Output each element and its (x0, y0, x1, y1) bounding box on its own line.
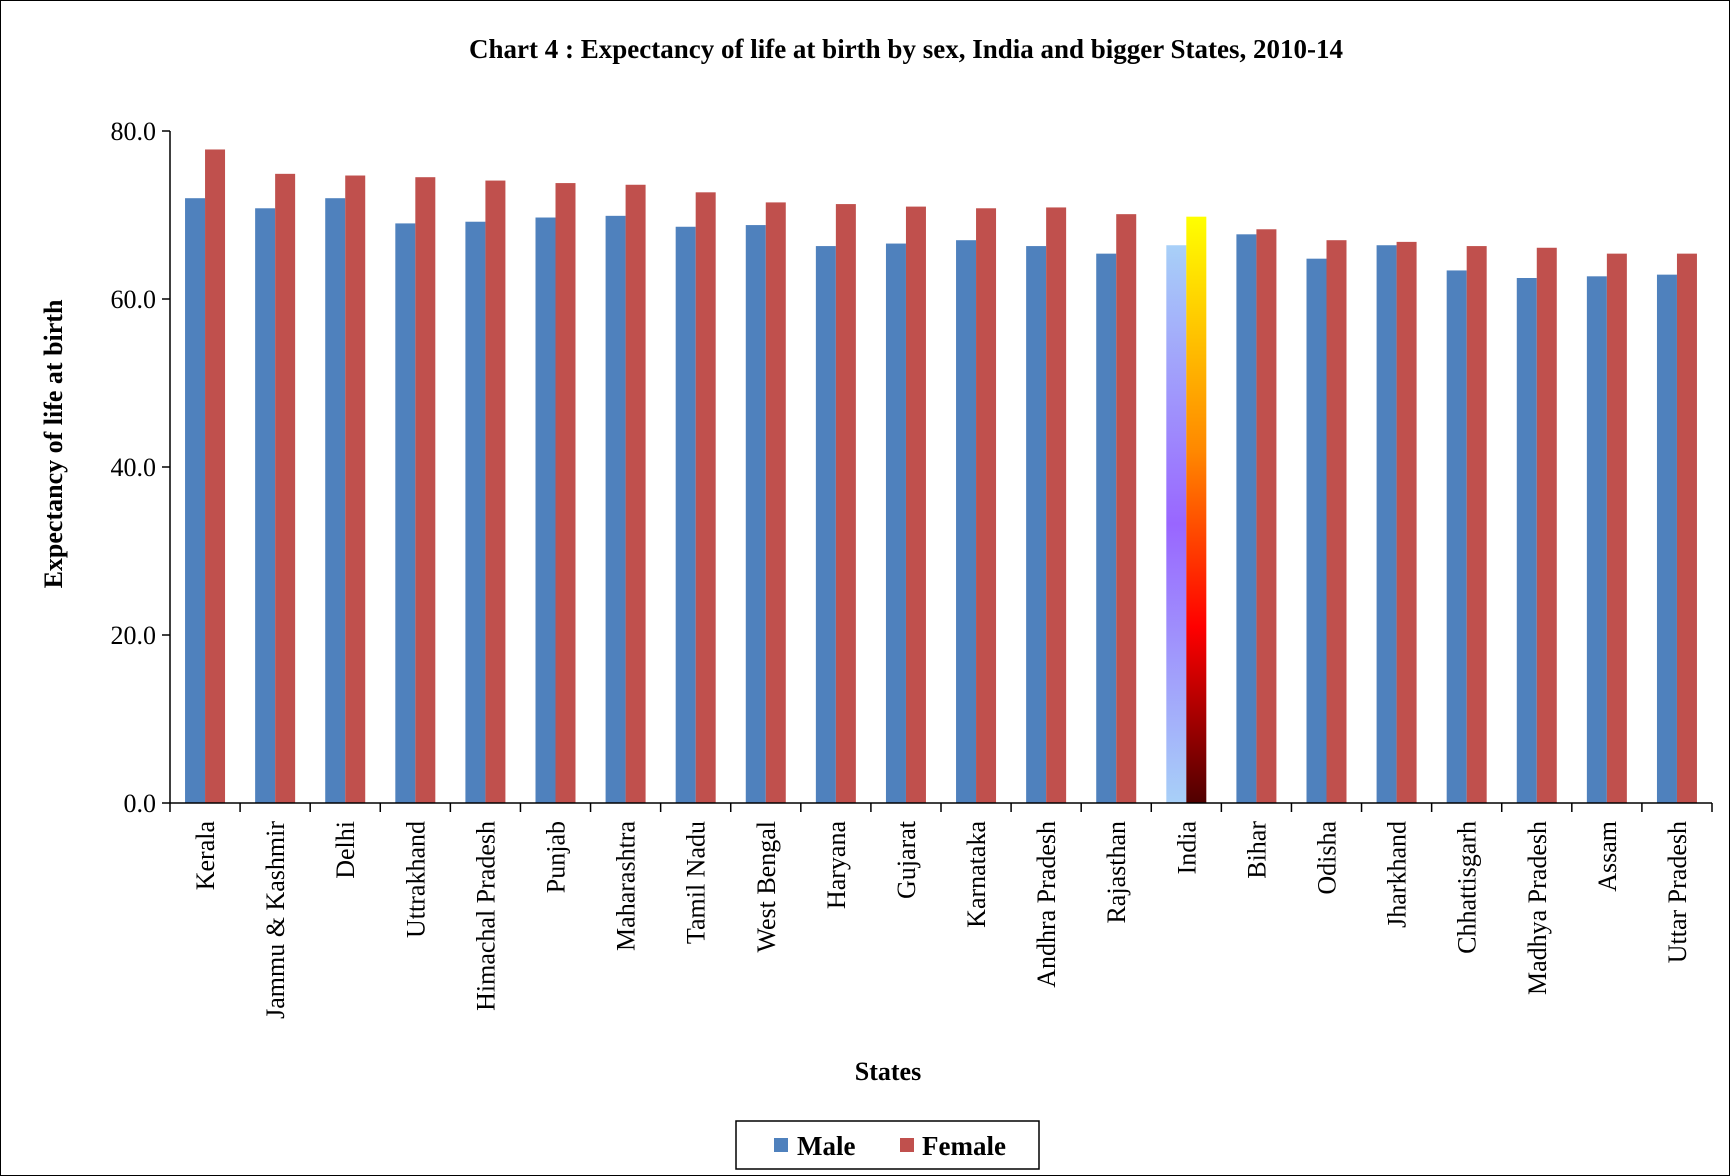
y-ticks-group: 0.0 20.0 40.0 60.0 80.0 (111, 117, 170, 818)
category-label-karnataka: Karnataka (962, 821, 991, 928)
x-ticks-group (169, 803, 1713, 812)
bar-female-chhattisgarh (1466, 246, 1487, 803)
bar-female-rajasthan (1116, 214, 1137, 803)
category-label-andhra-pradesh: Andhra Pradesh (1032, 821, 1061, 988)
category-label-gujarat: Gujarat (892, 820, 921, 899)
bar-male-odisha (1306, 258, 1327, 803)
category-label-maharashtra: Maharashtra (612, 821, 641, 951)
category-label-rajasthan: Rajasthan (1102, 821, 1131, 924)
category-label-odisha: Odisha (1313, 821, 1342, 895)
category-label-india: India (1172, 821, 1201, 875)
y-tick-label: 20.0 (111, 621, 157, 650)
category-label-himachal-pradesh: Himachal Pradesh (471, 821, 500, 1011)
category-label-uttrakhand: Uttrakhand (401, 821, 430, 938)
category-label-jharkhand: Jharkhand (1383, 821, 1412, 928)
bar-male-punjab (535, 217, 556, 803)
bar-female-bihar (1256, 229, 1277, 803)
bar-male-haryana (815, 246, 836, 803)
bar-female-tamil-nadu (695, 192, 716, 803)
bar-female-uttrakhand (415, 177, 436, 803)
bar-female-andhra-pradesh (1046, 207, 1067, 803)
category-label-delhi: Delhi (331, 821, 360, 879)
bar-female-karnataka (976, 208, 997, 803)
category-label-west-bengal: West Bengal (752, 821, 781, 953)
bar-female-haryana (835, 204, 856, 803)
legend-swatch-female (900, 1138, 914, 1152)
category-label-uttar-pradesh: Uttar Pradesh (1663, 821, 1692, 963)
category-label-kerala: Kerala (191, 821, 220, 891)
bar-female-west-bengal (765, 202, 786, 803)
bar-male-assam (1586, 276, 1607, 803)
legend-label-male: Male (797, 1131, 855, 1161)
bar-male-kerala (185, 198, 206, 803)
category-label-bihar: Bihar (1242, 821, 1271, 879)
bar-male-west-bengal (745, 225, 766, 803)
bar-female-himachal-pradesh (485, 180, 506, 803)
bar-male-rajasthan (1096, 253, 1117, 803)
bars-group (185, 149, 1697, 804)
x-axis-label: States (855, 1057, 921, 1086)
bar-male-chhattisgarh (1446, 270, 1467, 803)
category-label-jammu-kashmir: Jammu & Kashmir (261, 821, 290, 1019)
category-label-chhattisgarh: Chhattisgarh (1453, 821, 1482, 954)
bar-female-madhya-pradesh (1536, 247, 1557, 803)
category-label-tamil-nadu: Tamil Nadu (682, 821, 711, 944)
bar-female-kerala (205, 149, 226, 804)
bar-male-bihar (1236, 234, 1257, 803)
bar-male-himachal-pradesh (465, 221, 486, 804)
bar-male-jharkhand (1376, 245, 1397, 804)
y-tick-label: 0.0 (124, 789, 157, 818)
category-label-madhya-pradesh: Madhya Pradesh (1523, 821, 1552, 995)
plot-area: 0.0 20.0 40.0 60.0 80.0 Kerala Jammu & Kashmi… (111, 117, 1713, 1019)
bar-male-maharashtra (605, 215, 626, 804)
bar-male-madhya-pradesh (1516, 278, 1537, 803)
bar-male-delhi (325, 198, 346, 803)
category-label-assam: Assam (1593, 821, 1622, 892)
bar-female-delhi (345, 175, 366, 803)
bar-female-gujarat (905, 206, 926, 804)
bar-female-jammu-kashmir (275, 173, 296, 804)
chart-title: Chart 4 : Expectancy of life at birth by… (469, 34, 1343, 64)
y-tick-label: 60.0 (111, 285, 157, 314)
legend: Male Female (735, 1120, 1040, 1170)
bar-male-gujarat (885, 243, 906, 803)
bar-male-andhra-pradesh (1026, 246, 1047, 803)
y-tick-label: 40.0 (111, 453, 157, 482)
bar-female-maharashtra (625, 184, 646, 803)
bar-male-karnataka (956, 240, 977, 803)
bar-female-jharkhand (1396, 241, 1417, 803)
y-tick-label: 80.0 (111, 117, 157, 146)
y-axis-label: Expectancy of life at birth (39, 299, 68, 588)
bar-male-jammu-kashmir (255, 208, 276, 803)
legend-label-female: Female (922, 1131, 1006, 1161)
category-label-haryana: Haryana (822, 821, 851, 910)
category-label-punjab: Punjab (542, 821, 571, 893)
category-labels-group: Kerala Jammu & Kashmir Delhi Uttrakhand Hima… (191, 820, 1692, 1019)
bar-male-uttrakhand (395, 223, 416, 803)
bar-male-tamil-nadu (675, 226, 696, 803)
bar-female-punjab (555, 183, 576, 803)
bar-female-assam (1606, 253, 1627, 803)
bar-female-odisha (1326, 240, 1347, 803)
bar-male-uttar-pradesh (1656, 274, 1677, 803)
bar-male-india (1166, 245, 1187, 804)
bar-female-india (1186, 216, 1207, 803)
legend-swatch-male (774, 1138, 788, 1152)
bar-female-uttar-pradesh (1676, 253, 1697, 803)
